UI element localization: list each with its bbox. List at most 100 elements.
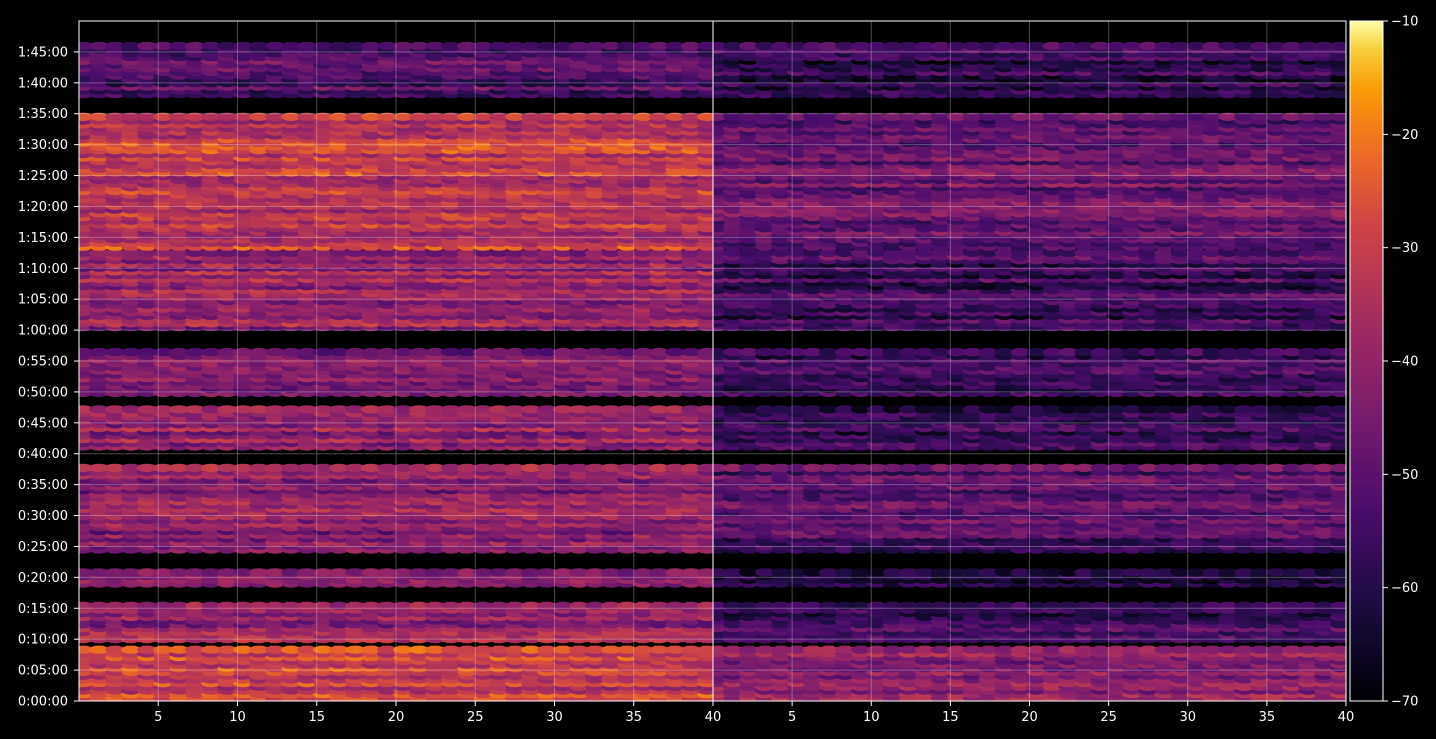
heatmap-cell-left bbox=[105, 568, 125, 577]
heatmap-cell-left bbox=[361, 405, 381, 414]
heatmap-cell-left bbox=[185, 601, 205, 610]
heatmap-cell-left bbox=[585, 405, 605, 414]
heatmap-cell-left bbox=[569, 405, 589, 414]
heatmap-cell-left bbox=[473, 568, 493, 577]
heatmap-cell-left bbox=[89, 601, 109, 610]
heatmap-cell-left bbox=[121, 568, 141, 577]
heatmap-cell-left bbox=[521, 568, 541, 577]
heatmap-cell-left bbox=[457, 463, 477, 473]
heatmap-cell-left bbox=[441, 645, 461, 654]
heatmap-cell-left bbox=[393, 463, 413, 473]
heatmap-cell-left bbox=[489, 463, 509, 473]
heatmap-cell-left bbox=[345, 601, 365, 610]
heatmap-cell-left bbox=[569, 463, 589, 473]
heatmap-cell-left bbox=[569, 645, 589, 654]
heatmap-cell-left bbox=[697, 568, 713, 577]
heatmap-cell-left bbox=[649, 405, 669, 414]
heatmap-cell-left bbox=[265, 463, 285, 473]
heatmap-cell-left bbox=[249, 601, 269, 610]
heatmap-cell-left bbox=[137, 463, 157, 473]
heatmap-cell-left bbox=[79, 601, 93, 610]
heatmap-cell-left bbox=[105, 405, 125, 414]
heatmap-cell-left bbox=[217, 463, 237, 473]
heatmap-cell-left bbox=[489, 645, 509, 654]
heatmap-cell-left bbox=[297, 405, 317, 414]
heatmap-cell-left bbox=[441, 405, 461, 414]
heatmap-cell-left bbox=[361, 601, 381, 610]
heatmap-cell-left bbox=[361, 463, 381, 473]
heatmap-cell-left bbox=[585, 601, 605, 610]
heatmap-cell-left bbox=[489, 405, 509, 414]
heatmap-cell-left bbox=[121, 601, 141, 610]
heatmap-cell-left bbox=[425, 601, 445, 610]
heatmap-cell-left bbox=[665, 645, 685, 654]
heatmap-cell-left bbox=[489, 601, 509, 610]
heatmap-cell-left bbox=[697, 601, 713, 610]
heatmap-cell-left bbox=[313, 463, 333, 473]
heatmap-cell-left bbox=[185, 645, 205, 654]
heatmap-cell-left bbox=[233, 601, 253, 610]
heatmap-cell-left bbox=[617, 645, 637, 654]
heatmap-cell-left bbox=[345, 568, 365, 577]
heatmap-cell-left bbox=[281, 601, 301, 610]
heatmap-cell-left bbox=[345, 463, 365, 473]
heatmap-cell-left bbox=[553, 405, 573, 414]
heatmap-cell-left bbox=[297, 601, 317, 610]
heatmap-cell-left bbox=[297, 645, 317, 654]
heatmap-cell-left bbox=[409, 405, 429, 414]
heatmap-cell-left bbox=[697, 463, 713, 473]
heatmap-cell-left bbox=[377, 645, 397, 654]
heatmap-cell-left bbox=[681, 568, 701, 577]
heatmap-cell-left bbox=[105, 463, 125, 473]
heatmap-cell-left bbox=[425, 568, 445, 577]
heatmap-cell-left bbox=[521, 601, 541, 610]
heatmap-cell-left bbox=[585, 645, 605, 654]
heatmap-cell-left bbox=[681, 405, 701, 414]
heatmap-cell-left bbox=[681, 463, 701, 473]
heatmap-cell-left bbox=[681, 601, 701, 610]
heatmap-cell-left bbox=[361, 645, 381, 654]
heatmap-cell-left bbox=[201, 568, 221, 577]
heatmap-cell-left bbox=[393, 568, 413, 577]
heatmap-cell-left bbox=[537, 405, 557, 414]
heatmap-cell-left bbox=[265, 645, 285, 654]
heatmap-cell-left bbox=[121, 645, 141, 654]
heatmap-cell-left bbox=[297, 463, 317, 473]
heatmap-cell-left bbox=[313, 405, 333, 414]
heatmap-cell-left bbox=[153, 463, 173, 473]
heatmap-cell-left bbox=[633, 568, 653, 577]
heatmap-cell-left bbox=[457, 601, 477, 610]
heatmap-cell-left bbox=[249, 463, 269, 473]
heatmap-cell-left bbox=[281, 568, 301, 577]
heatmap-cell-left bbox=[441, 463, 461, 473]
heatmap-cell-left bbox=[137, 568, 157, 577]
heatmap-cell-left bbox=[697, 405, 713, 414]
heatmap-cell-left bbox=[537, 463, 557, 473]
heatmap-cell-left bbox=[137, 601, 157, 610]
heatmap-cell-left bbox=[505, 405, 525, 414]
heatmap-cell-left bbox=[409, 601, 429, 610]
heatmap-cell-left bbox=[79, 645, 93, 654]
heatmap-cell-left bbox=[169, 405, 189, 414]
heatmap-cell-left bbox=[617, 405, 637, 414]
heatmap-cell-left bbox=[233, 568, 253, 577]
heatmap-cell-left bbox=[217, 645, 237, 654]
heatmap-cell-left bbox=[79, 568, 93, 577]
heatmap-cell-left bbox=[137, 645, 157, 654]
heatmap-cell-left bbox=[217, 568, 237, 577]
heatmap-cell-left bbox=[537, 568, 557, 577]
heatmap-cell-left bbox=[345, 645, 365, 654]
heatmap-cell-left bbox=[649, 568, 669, 577]
heatmap-cell-left bbox=[537, 601, 557, 610]
heatmap-cell-left bbox=[153, 601, 173, 610]
heatmap-cell-left bbox=[233, 405, 253, 414]
heatmap-cell-left bbox=[313, 601, 333, 610]
heatmap-cell-left bbox=[697, 645, 713, 654]
heatmap-cell-left bbox=[169, 645, 189, 654]
heatmap-cell-left bbox=[617, 601, 637, 610]
heatmap-cell-left bbox=[601, 405, 621, 414]
heatmap-cell-left bbox=[153, 568, 173, 577]
heatmap-cell-left bbox=[633, 405, 653, 414]
heatmap-cell-left bbox=[521, 405, 541, 414]
